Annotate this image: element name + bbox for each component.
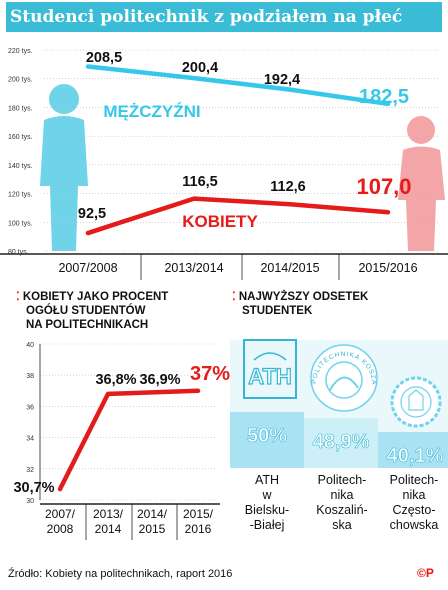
x-tick-label: 2013/ — [93, 507, 124, 521]
y-tick-label: 120 tys. — [8, 192, 33, 199]
data-label-women: 92,5 — [78, 206, 106, 222]
series-label-men: MĘŻCZYŹNI — [103, 102, 200, 121]
y-tick-label: 160 tys. — [8, 134, 33, 141]
series-line-percent — [57, 388, 201, 492]
x-tick-label: 2015/2016 — [358, 261, 417, 275]
series-line-men — [85, 64, 391, 107]
y-tick-label: 30 — [26, 498, 34, 505]
female-head — [407, 116, 435, 144]
czestochowa-inner — [400, 386, 432, 418]
ath-arc — [253, 352, 287, 361]
x-tick-label-2: 2014 — [95, 522, 122, 536]
y-tick-label: 80 tys. — [8, 249, 29, 256]
x-tick-label-2: 2016 — [185, 522, 212, 536]
right-section-heading: ⁚ NAJWYŻSZY ODSETEK STUDENTEK — [232, 291, 369, 317]
podium-value-label: 40,1% — [387, 445, 444, 467]
data-label-men: 192,4 — [264, 72, 300, 88]
female-body — [398, 146, 445, 251]
czestochowa-logo-icon — [390, 376, 442, 428]
source-note: Źródło: Kobiety na politechnikach, rapor… — [8, 568, 233, 580]
y-tick-label: 32 — [26, 467, 34, 474]
uni-name-ath: ATH w Bielsku- -Białej — [244, 473, 290, 532]
y-tick-label: 100 tys. — [8, 220, 33, 227]
data-label-percent: 30,7% — [13, 480, 54, 496]
x-tick-label: 2007/ — [45, 507, 76, 521]
male-figure-icon — [40, 84, 88, 251]
y-tick-label: 180 tys. — [8, 105, 33, 112]
page-title: Studenci politechnik z podziałem na płeć — [6, 2, 442, 32]
podium-bar — [304, 418, 378, 468]
data-label-men: 200,4 — [182, 60, 218, 76]
data-label-men: 208,5 — [86, 50, 122, 66]
y-tick-label: 140 tys. — [8, 163, 33, 170]
x-tick-label-2: 2015 — [139, 522, 166, 536]
male-body — [40, 116, 88, 251]
y-tick-label: 36 — [26, 404, 34, 411]
data-label-women: 107,0 — [356, 174, 411, 199]
y-tick-label: 220 tys. — [8, 48, 33, 55]
male-head — [49, 84, 79, 114]
x-tick-label: 2014/2015 — [260, 261, 319, 275]
x-tick-label: 2007/2008 — [58, 261, 117, 275]
data-label-men: 182,5 — [359, 86, 409, 108]
left-section-heading: ⁚ KOBIETY JAKO PROCENT OGÓŁU STUDENTÓW N… — [16, 291, 169, 331]
y-tick-label: 200 tys. — [8, 77, 33, 84]
uni-name-koszalin: Politech-nika Koszaliń-ska — [316, 473, 368, 532]
x-tick-label: 2014/ — [137, 507, 168, 521]
uni-name-czestochowa: Politech-nika Często-chowska — [389, 473, 439, 532]
czestochowa-tower — [408, 389, 424, 411]
data-label-percent: 36,8% — [95, 372, 136, 388]
podium-value-label: 48,9% — [313, 431, 370, 453]
koszalin-inner — [325, 361, 363, 399]
ath-frame — [243, 339, 297, 399]
data-label-percent: 37% — [190, 363, 230, 385]
data-label-women: 116,5 — [182, 174, 218, 190]
copyright-mark: ©P — [417, 566, 434, 580]
series-line-women — [85, 196, 391, 236]
y-tick-label: 38 — [26, 373, 34, 380]
female-figure-icon — [398, 116, 445, 251]
gender-line-chart: 80 tys. 100 tys. 120 tys. 140 tys. 160 tys. 1… — [0, 48, 448, 280]
y-tick-label: 34 — [26, 436, 34, 443]
x-tick-label: 2013/2014 — [164, 261, 223, 275]
y-tick-label: 40 — [26, 342, 34, 349]
podium-value-label: 50% — [247, 425, 287, 447]
ath-logo-icon: ATH — [243, 339, 297, 399]
koszalin-bird — [329, 376, 359, 391]
x-tick-label: 2015/ — [183, 507, 214, 521]
data-label-percent: 36,9% — [139, 372, 180, 388]
podium-bar — [230, 412, 304, 468]
data-label-women: 112,6 — [270, 179, 306, 195]
ath-text: ATH — [248, 364, 292, 389]
x-tick-label-2: 2008 — [47, 522, 74, 536]
series-label-women: KOBIETY — [182, 212, 258, 231]
podium-bar — [378, 432, 448, 468]
